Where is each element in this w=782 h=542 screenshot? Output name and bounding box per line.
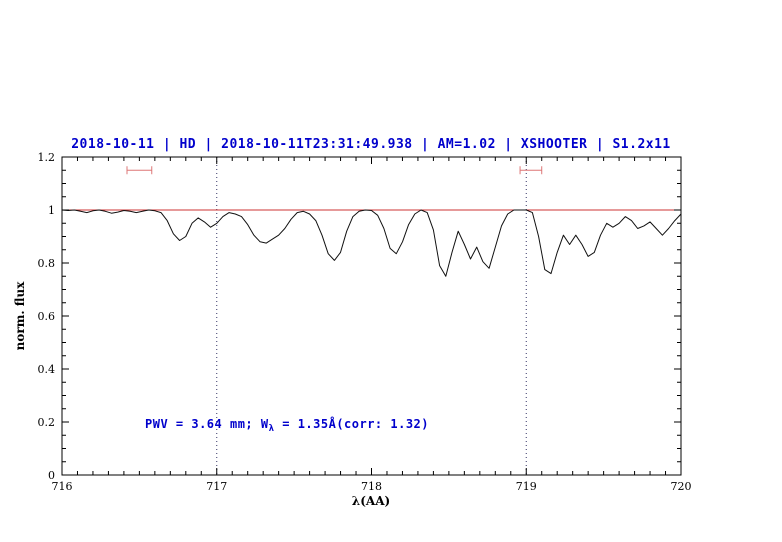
y-tick-label: 1	[48, 204, 55, 217]
x-tick-label: 720	[671, 480, 692, 493]
x-axis-label: λ(AA)	[352, 494, 390, 508]
x-tick-label: 716	[52, 480, 73, 493]
y-axis-label: norm. flux	[13, 281, 27, 351]
spectrum-line	[61, 209, 682, 277]
x-tick-label: 717	[206, 480, 227, 493]
y-tick-label: 0.8	[38, 257, 56, 270]
y-tick-label: 0	[48, 469, 55, 482]
y-tick-label: 0.4	[38, 363, 56, 376]
y-tick-label: 0.6	[38, 310, 56, 323]
y-tick-label: 0.2	[38, 416, 56, 429]
pwv-annotation: PWV = 3.64 mm; Wλ = 1.35Å(corr: 1.32)	[145, 416, 429, 434]
x-tick-label: 719	[516, 480, 537, 493]
y-tick-label: 1.2	[38, 151, 56, 164]
x-tick-label: 718	[361, 480, 382, 493]
chart-title: 2018-10-11 | HD | 2018-10-11T23:31:49.93…	[71, 137, 671, 152]
plot-area: 716 717 718 719 720 0 0.2 0.4 0.6 0.8 1 1.2	[38, 151, 692, 493]
